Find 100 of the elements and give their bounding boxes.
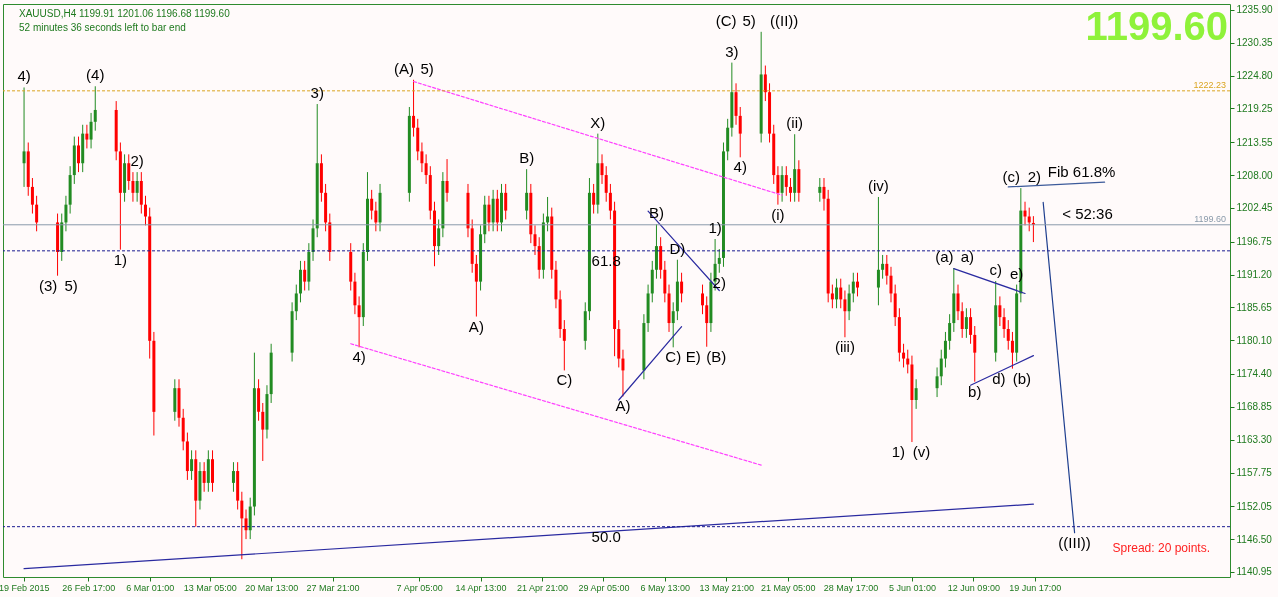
candlestick bbox=[424, 153, 428, 185]
x-tick-label: 20 Mar 13:00 bbox=[245, 582, 299, 593]
y-tick-label: 1174.40 bbox=[1236, 368, 1273, 380]
candlestick bbox=[374, 201, 378, 232]
x-tick-label: 13 May 21:00 bbox=[699, 582, 755, 593]
candlestick bbox=[960, 301, 964, 339]
candlestick bbox=[705, 295, 709, 348]
y-tick-label: 1208.00 bbox=[1236, 169, 1274, 181]
candlestick bbox=[127, 153, 131, 191]
candlestick bbox=[525, 168, 529, 220]
candlestick bbox=[85, 124, 89, 149]
candlestick bbox=[135, 171, 139, 203]
candlestick bbox=[353, 272, 357, 315]
annotation: ((III)) bbox=[1058, 533, 1091, 551]
ref-line-label: 1199.60 bbox=[1194, 213, 1226, 224]
candlestick bbox=[416, 118, 420, 161]
annotation: C) bbox=[665, 348, 682, 366]
y-tick-label: 1140.95 bbox=[1236, 566, 1273, 578]
x-tick-label: 19 Feb 2015 bbox=[0, 582, 50, 593]
x-tick-label: 5 Jun 01:00 bbox=[888, 582, 936, 593]
candlestick bbox=[734, 82, 738, 126]
candlestick bbox=[474, 254, 478, 318]
x-tick-label: 19 Jun 17:00 bbox=[1009, 582, 1062, 593]
candlestick bbox=[139, 171, 143, 215]
candlestick bbox=[437, 218, 441, 256]
annotation: 5) bbox=[420, 59, 434, 77]
candlestick bbox=[1002, 307, 1006, 339]
annotation: (b) bbox=[1012, 369, 1032, 387]
candlestick bbox=[843, 290, 847, 338]
candlestick bbox=[948, 313, 952, 351]
candlestick bbox=[445, 158, 449, 203]
candlestick bbox=[839, 278, 843, 309]
annotation: A) bbox=[615, 397, 631, 415]
candlestick bbox=[1010, 331, 1014, 370]
candlestick bbox=[311, 218, 315, 262]
candlestick bbox=[939, 349, 943, 386]
annotation: (iii) bbox=[834, 338, 855, 356]
annotation: B) bbox=[648, 204, 664, 222]
candlestick bbox=[257, 378, 261, 422]
annotation: 5) bbox=[742, 11, 756, 29]
annotation: (i) bbox=[771, 205, 785, 223]
candlestick bbox=[784, 165, 788, 197]
y-tick-label: 1180.10 bbox=[1236, 334, 1273, 346]
annotation: (4) bbox=[86, 66, 105, 84]
annotation: ((II)) bbox=[770, 11, 799, 29]
candlestick bbox=[592, 183, 596, 215]
candlestick bbox=[261, 402, 265, 462]
candlestick bbox=[876, 196, 880, 306]
candlestick bbox=[64, 195, 68, 232]
candlestick bbox=[943, 331, 947, 368]
candlestick bbox=[1006, 319, 1010, 351]
annotation: 2) bbox=[130, 152, 144, 170]
candlestick bbox=[776, 165, 780, 206]
candlestick bbox=[726, 118, 730, 161]
candlestick bbox=[902, 343, 906, 368]
candlestick bbox=[650, 260, 654, 303]
y-tick-label: 1163.30 bbox=[1236, 434, 1273, 446]
annotation: 1) bbox=[708, 219, 722, 236]
annotation: X) bbox=[590, 113, 606, 131]
candlestick bbox=[600, 153, 604, 185]
candlestick bbox=[889, 266, 893, 303]
candlestick bbox=[144, 195, 148, 226]
candlestick bbox=[248, 497, 252, 540]
candlestick bbox=[1023, 201, 1027, 226]
y-tick-label: 1213.55 bbox=[1236, 136, 1274, 148]
candlestick bbox=[420, 142, 424, 173]
annotation: 50.0 bbox=[591, 527, 621, 545]
candlestick bbox=[969, 307, 973, 345]
annotation: 4) bbox=[352, 348, 366, 366]
candlestick bbox=[680, 272, 684, 303]
annotation: XAUUSD,H4 1199.91 1201.06 1196.68 1199.60 bbox=[19, 8, 231, 19]
candlestick bbox=[30, 177, 34, 215]
candlestick bbox=[663, 260, 667, 303]
candlestick bbox=[822, 177, 826, 212]
candlestick bbox=[93, 85, 97, 132]
annotation: (a) bbox=[935, 248, 954, 266]
x-tick-label: 6 May 13:00 bbox=[640, 582, 691, 593]
candlestick bbox=[231, 461, 235, 493]
candlestick bbox=[659, 236, 663, 280]
annotation: (A) bbox=[394, 59, 415, 77]
candlestick bbox=[298, 260, 302, 303]
candlestick bbox=[717, 248, 721, 274]
candlestick bbox=[763, 65, 767, 102]
annotation: 5) bbox=[64, 276, 78, 294]
candlestick bbox=[701, 284, 705, 315]
candlestick bbox=[181, 408, 185, 451]
x-tick-label: 26 Feb 17:00 bbox=[62, 582, 116, 593]
ref-line-label: 1222.23 bbox=[1193, 79, 1226, 90]
annotation: (v) bbox=[912, 443, 931, 461]
annotation: Fib 61.8% bbox=[1047, 163, 1116, 181]
annotation: E) bbox=[685, 347, 701, 365]
candlestick bbox=[851, 272, 855, 303]
candlestick bbox=[131, 171, 135, 203]
candlestick bbox=[370, 189, 374, 220]
candlestick bbox=[847, 284, 851, 321]
y-tick-label: 1185.65 bbox=[1236, 301, 1273, 313]
candlestick bbox=[998, 295, 1002, 327]
annotation: (B) bbox=[706, 347, 727, 365]
x-tick-label: 7 Apr 05:00 bbox=[396, 582, 443, 593]
candlestick bbox=[738, 106, 742, 158]
